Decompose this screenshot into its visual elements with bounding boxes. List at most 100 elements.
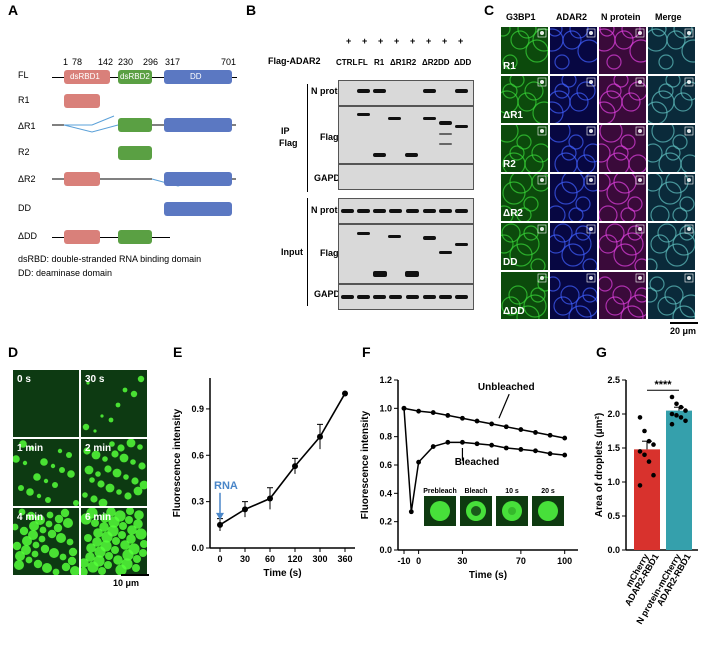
plus-sign: + bbox=[426, 36, 432, 46]
micrograph-cell bbox=[549, 222, 598, 271]
cell-texture bbox=[648, 27, 695, 70]
micrograph-cell bbox=[500, 26, 549, 75]
row-label: DD bbox=[503, 257, 518, 268]
lane-label: ΔR2 bbox=[422, 58, 438, 67]
x-tick-label: 0 bbox=[416, 556, 421, 566]
cell-texture bbox=[648, 273, 695, 319]
cell-texture bbox=[599, 76, 646, 123]
micrograph-cell bbox=[500, 222, 549, 271]
series-line bbox=[219, 393, 346, 526]
micrograph-cell bbox=[500, 75, 549, 124]
y-tick-label: 0.6 bbox=[379, 460, 392, 470]
x-tick-label: 70 bbox=[516, 556, 526, 566]
micrograph-cell bbox=[647, 26, 696, 75]
panel-d-label: D bbox=[8, 344, 19, 360]
series-label-unbleached: Unbleached bbox=[478, 382, 535, 393]
blot-label: Flag bbox=[320, 132, 339, 142]
data-point bbox=[489, 421, 495, 427]
series-label-bleached: Bleached bbox=[455, 457, 499, 468]
cell-texture bbox=[501, 273, 548, 319]
micrograph-cell bbox=[549, 124, 598, 173]
cell-texture bbox=[501, 27, 548, 70]
dsrbd2-domain bbox=[118, 118, 152, 132]
y-tick-label: 0.9 bbox=[191, 404, 204, 414]
data-point bbox=[518, 447, 524, 452]
micrograph-cell bbox=[549, 26, 598, 75]
data-point bbox=[674, 401, 679, 407]
cell-texture bbox=[550, 125, 597, 172]
data-point bbox=[503, 445, 509, 451]
dsrbd1-domain bbox=[64, 230, 100, 244]
plus-sign: + bbox=[378, 36, 384, 46]
y-tick-label: 0.6 bbox=[191, 450, 204, 460]
data-point bbox=[637, 415, 643, 420]
micrograph-cell bbox=[598, 271, 647, 320]
time-label: 0 s bbox=[17, 374, 31, 385]
inset-droplet bbox=[430, 501, 450, 521]
data-point bbox=[474, 418, 480, 424]
x-tick-label: 0 bbox=[217, 554, 222, 564]
panel-e-line-chart: 0.0 0.3 0.6 0.9 0 30 60 120 300 360 Time (s) Fluore… bbox=[172, 378, 355, 579]
bleach-spot bbox=[508, 507, 516, 515]
plus-sign: + bbox=[362, 36, 368, 46]
droplet-image: 4 min bbox=[12, 507, 80, 576]
flag-adar2-label: Flag-ADAR2 bbox=[268, 56, 321, 66]
data-point bbox=[342, 390, 348, 397]
construct-label-r1: R1 bbox=[18, 95, 30, 105]
data-point bbox=[547, 451, 553, 457]
lane-label: DD bbox=[438, 58, 450, 67]
data-point bbox=[637, 483, 643, 488]
y-tick-label: 1.0 bbox=[607, 477, 620, 487]
data-point bbox=[651, 442, 656, 447]
data-point bbox=[533, 430, 538, 435]
inset-label: Prebleach bbox=[423, 488, 456, 495]
row-label: ΔDD bbox=[503, 306, 525, 317]
micrograph-cell bbox=[598, 124, 647, 173]
y-tick-label: 0.0 bbox=[379, 545, 392, 555]
panel-c-label: C bbox=[484, 2, 495, 18]
droplet-texture bbox=[82, 439, 147, 506]
bleach-spot bbox=[471, 506, 481, 516]
column-label: ADAR2 bbox=[556, 12, 588, 22]
x-tick-label: 300 bbox=[312, 554, 327, 564]
row-label: ΔR1 bbox=[503, 110, 523, 121]
construct-label-dr1: ΔR1 bbox=[18, 121, 36, 131]
y-tick-label: 0.5 bbox=[607, 511, 620, 521]
dsrbd2-domain: dsRBD2 bbox=[118, 70, 152, 84]
data-point bbox=[217, 521, 223, 528]
micrograph-cell bbox=[549, 173, 598, 222]
blot-input-gapdh bbox=[338, 284, 474, 310]
y-axis-label: Area of droplets (μm²) bbox=[594, 413, 605, 517]
micrograph-cell bbox=[549, 75, 598, 124]
blot-label: Flag bbox=[320, 248, 339, 258]
micrograph-cell bbox=[500, 173, 549, 222]
droplet-image: 2 min bbox=[80, 438, 148, 507]
blot-label: GAPDH bbox=[314, 173, 347, 183]
bracket-line bbox=[307, 198, 308, 306]
time-label: 4 min bbox=[17, 512, 44, 523]
plus-sign: + bbox=[346, 36, 352, 46]
x-tick-label: -10 bbox=[397, 556, 410, 566]
scale-bar bbox=[121, 574, 149, 576]
data-point bbox=[430, 444, 436, 449]
significance-stars: **** bbox=[654, 379, 672, 391]
blot-input-flag bbox=[338, 224, 474, 284]
cell-texture bbox=[648, 223, 695, 270]
blot-label: N protein bbox=[311, 86, 351, 96]
data-point bbox=[562, 435, 568, 441]
data-point bbox=[678, 415, 684, 420]
data-point bbox=[416, 408, 422, 414]
blot-ip-flag bbox=[338, 106, 474, 164]
blot-label: N protein bbox=[311, 205, 351, 215]
data-point bbox=[503, 424, 509, 430]
y-tick-label: 0.4 bbox=[379, 488, 392, 498]
cell-texture bbox=[501, 76, 548, 123]
cell-texture bbox=[501, 223, 547, 270]
x-axis-label: Time (s) bbox=[469, 570, 507, 581]
time-label: 1 min bbox=[17, 443, 44, 454]
droplet-texture bbox=[82, 375, 145, 433]
data-point bbox=[642, 452, 647, 458]
y-axis-label: Fluorescence intensity bbox=[360, 410, 371, 519]
bar bbox=[666, 410, 692, 550]
y-axis-label: Fluorescence intensity bbox=[172, 408, 183, 517]
